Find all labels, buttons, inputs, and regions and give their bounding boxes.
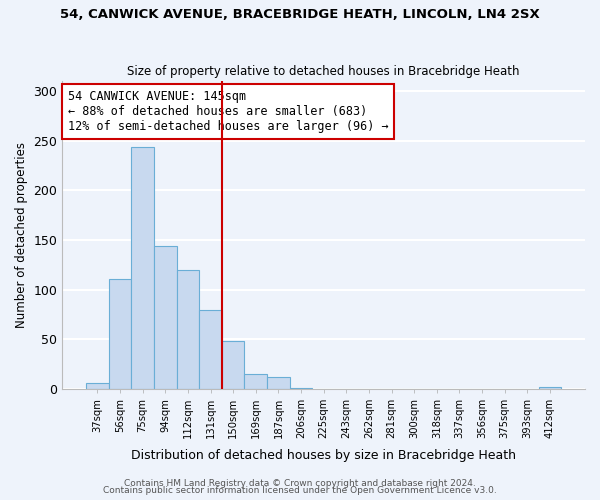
- Bar: [267, 377, 290, 389]
- Bar: [86, 383, 109, 389]
- Bar: [539, 387, 561, 389]
- Bar: [222, 342, 244, 389]
- X-axis label: Distribution of detached houses by size in Bracebridge Heath: Distribution of detached houses by size …: [131, 450, 516, 462]
- Text: Contains HM Land Registry data © Crown copyright and database right 2024.: Contains HM Land Registry data © Crown c…: [124, 478, 476, 488]
- Bar: [290, 388, 313, 389]
- Bar: [131, 146, 154, 389]
- Bar: [154, 246, 176, 389]
- Text: 54 CANWICK AVENUE: 145sqm
← 88% of detached houses are smaller (683)
12% of semi: 54 CANWICK AVENUE: 145sqm ← 88% of detac…: [68, 90, 388, 134]
- Bar: [244, 374, 267, 389]
- Text: Contains public sector information licensed under the Open Government Licence v3: Contains public sector information licen…: [103, 486, 497, 495]
- Y-axis label: Number of detached properties: Number of detached properties: [15, 142, 28, 328]
- Bar: [199, 310, 222, 389]
- Bar: [176, 270, 199, 389]
- Bar: [109, 278, 131, 389]
- Title: Size of property relative to detached houses in Bracebridge Heath: Size of property relative to detached ho…: [127, 66, 520, 78]
- Text: 54, CANWICK AVENUE, BRACEBRIDGE HEATH, LINCOLN, LN4 2SX: 54, CANWICK AVENUE, BRACEBRIDGE HEATH, L…: [60, 8, 540, 20]
